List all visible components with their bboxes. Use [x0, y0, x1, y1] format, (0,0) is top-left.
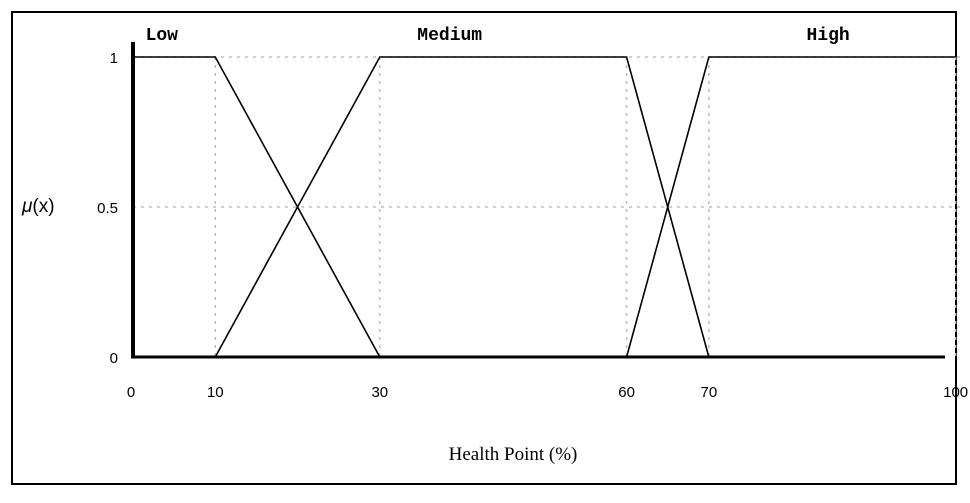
x-tick-label-0: 0	[127, 384, 135, 401]
y-tick-label-0: 0	[110, 350, 118, 367]
y-axis-label-mu: μ	[21, 196, 33, 217]
y-tick-label-1: 1	[110, 50, 118, 67]
x-axis-label: Health Point (%)	[449, 444, 578, 465]
axes	[131, 42, 945, 359]
chart-border	[11, 11, 957, 485]
series-lines	[133, 56, 956, 358]
x-tick-label-60: 60	[618, 384, 635, 401]
tick-labels: 0 10 30 60 70 100 0 0.5 1	[97, 50, 968, 401]
set-label-medium: Medium	[417, 26, 482, 46]
x-tick-label-100: 100	[943, 384, 968, 401]
y-tick-label-0.5: 0.5	[97, 200, 118, 217]
series-line-low	[133, 56, 381, 358]
set-label-low: Low	[146, 26, 179, 46]
set-labels: Low Medium High	[146, 26, 850, 46]
y-axis-label-rest: (x)	[32, 196, 54, 217]
y-axis-label: μ(x)	[21, 196, 55, 217]
x-tick-label-70: 70	[701, 384, 718, 401]
x-tick-label-10: 10	[207, 384, 224, 401]
set-label-high: High	[807, 26, 850, 46]
series-line-high	[625, 56, 956, 358]
x-tick-label-30: 30	[371, 384, 388, 401]
grid-lines	[133, 56, 960, 357]
